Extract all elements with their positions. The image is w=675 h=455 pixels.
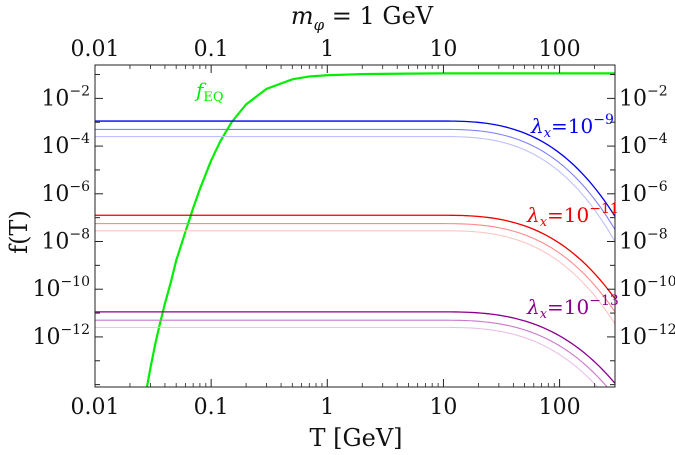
y-tick-base: 10 bbox=[619, 86, 647, 111]
y-tick-base: 10 bbox=[41, 182, 69, 207]
y-tick-label: 10−10 bbox=[32, 274, 90, 302]
series-line-2 bbox=[95, 128, 615, 230]
y-tick-exponent: −4 bbox=[69, 131, 90, 147]
x-tick-label-top: 0.01 bbox=[71, 37, 120, 62]
annotation-lambda-9-rest: =10 bbox=[551, 114, 593, 138]
y-tick-exponent: −6 bbox=[69, 179, 90, 195]
annotation-lambda-13: λx=10−13 bbox=[526, 293, 619, 322]
plot-frame bbox=[94, 64, 616, 388]
annotation-lambda-13-var: λ bbox=[526, 295, 540, 319]
x-tick-label-top: 0.1 bbox=[194, 37, 229, 62]
y-tick-base: 10 bbox=[41, 86, 69, 111]
x-tick-label: 0.01 bbox=[71, 395, 120, 420]
y-tick-label-right: 10−6 bbox=[619, 179, 668, 207]
x-tick-label: 10 bbox=[429, 395, 457, 420]
y-tick-exponent: −12 bbox=[60, 322, 90, 338]
series-line-3 bbox=[95, 136, 615, 242]
y-tick-label-right: 10−8 bbox=[619, 227, 668, 255]
title-rest: = 1 GeV bbox=[324, 2, 434, 30]
y-tick-exponent: −4 bbox=[647, 131, 668, 147]
annotation-lambda-9: λx=10−9 bbox=[530, 112, 614, 141]
annotation-lambda-9-sup: −9 bbox=[593, 112, 614, 128]
x-tick-label: 1 bbox=[320, 395, 334, 420]
annotation-lambda-11-rest: =10 bbox=[547, 203, 589, 227]
y-tick-exponent: −2 bbox=[69, 83, 90, 99]
y-tick-base: 10 bbox=[619, 182, 647, 207]
series-line-7 bbox=[95, 311, 615, 384]
y-tick-label: 10−8 bbox=[41, 227, 90, 255]
series-line-5 bbox=[95, 223, 615, 313]
annotation-f-eq: fEQ bbox=[194, 78, 224, 105]
y-tick-base: 10 bbox=[619, 277, 647, 302]
y-tick-exponent: −10 bbox=[647, 274, 675, 290]
series-line-8 bbox=[95, 319, 608, 387]
x-tick-label: 100 bbox=[539, 395, 581, 420]
annotation-f-eq-sub: EQ bbox=[203, 90, 223, 105]
annotation-lambda-11-var: λ bbox=[526, 203, 540, 227]
series-line-9 bbox=[95, 326, 599, 387]
y-tick-exponent: −12 bbox=[647, 322, 675, 338]
annotation-lambda-13-sup: −13 bbox=[589, 293, 619, 309]
x-axis-title: T [GeV] bbox=[309, 424, 402, 452]
x-tick-label-top: 100 bbox=[539, 37, 581, 62]
y-axis-title: f(T) bbox=[5, 210, 33, 254]
chart-title: mφ = 1 GeV bbox=[291, 2, 434, 34]
y-tick-base: 10 bbox=[41, 134, 69, 159]
y-tick-label: 10−2 bbox=[41, 83, 90, 111]
x-tick-label-top: 1 bbox=[320, 37, 334, 62]
y-tick-label: 10−4 bbox=[41, 131, 90, 159]
y-tick-base: 10 bbox=[619, 230, 647, 255]
y-tick-label-right: 10−12 bbox=[619, 322, 675, 350]
y-tick-label-right: 10−10 bbox=[619, 274, 675, 302]
y-tick-exponent: −8 bbox=[69, 227, 90, 243]
title-var: m bbox=[291, 2, 314, 30]
y-tick-base: 10 bbox=[619, 134, 647, 159]
y-tick-label: 10−12 bbox=[32, 322, 90, 350]
y-tick-label-right: 10−4 bbox=[619, 131, 668, 159]
annotation-lambda-13-rest: =10 bbox=[547, 295, 589, 319]
annotation-lambda-9-sub: x bbox=[544, 126, 552, 141]
y-tick-base: 10 bbox=[619, 325, 647, 350]
y-tick-exponent: −2 bbox=[647, 83, 668, 99]
y-tick-label-right: 10−2 bbox=[619, 83, 668, 111]
series-line-6 bbox=[95, 230, 615, 325]
series-line-1 bbox=[95, 120, 615, 217]
series-line-0 bbox=[145, 72, 615, 387]
annotation-lambda-11: λx=10−11 bbox=[526, 201, 619, 230]
annotation-lambda-13-sub: x bbox=[540, 307, 548, 322]
annotation-lambda-9-var: λ bbox=[530, 114, 544, 138]
y-tick-exponent: −6 bbox=[647, 179, 668, 195]
y-tick-base: 10 bbox=[32, 325, 60, 350]
y-tick-exponent: −10 bbox=[60, 274, 90, 290]
series-layer bbox=[95, 72, 615, 387]
y-tick-label: 10−6 bbox=[41, 179, 90, 207]
annotation-lambda-11-sub: x bbox=[540, 215, 548, 230]
x-tick-label-top: 10 bbox=[429, 37, 457, 62]
title-sub: φ bbox=[314, 16, 325, 34]
y-tick-exponent: −8 bbox=[647, 227, 668, 243]
y-tick-base: 10 bbox=[41, 230, 69, 255]
y-tick-base: 10 bbox=[32, 277, 60, 302]
annotation-lambda-11-sup: −11 bbox=[589, 201, 619, 217]
x-tick-label: 0.1 bbox=[194, 395, 229, 420]
series-line-4 bbox=[95, 214, 615, 300]
